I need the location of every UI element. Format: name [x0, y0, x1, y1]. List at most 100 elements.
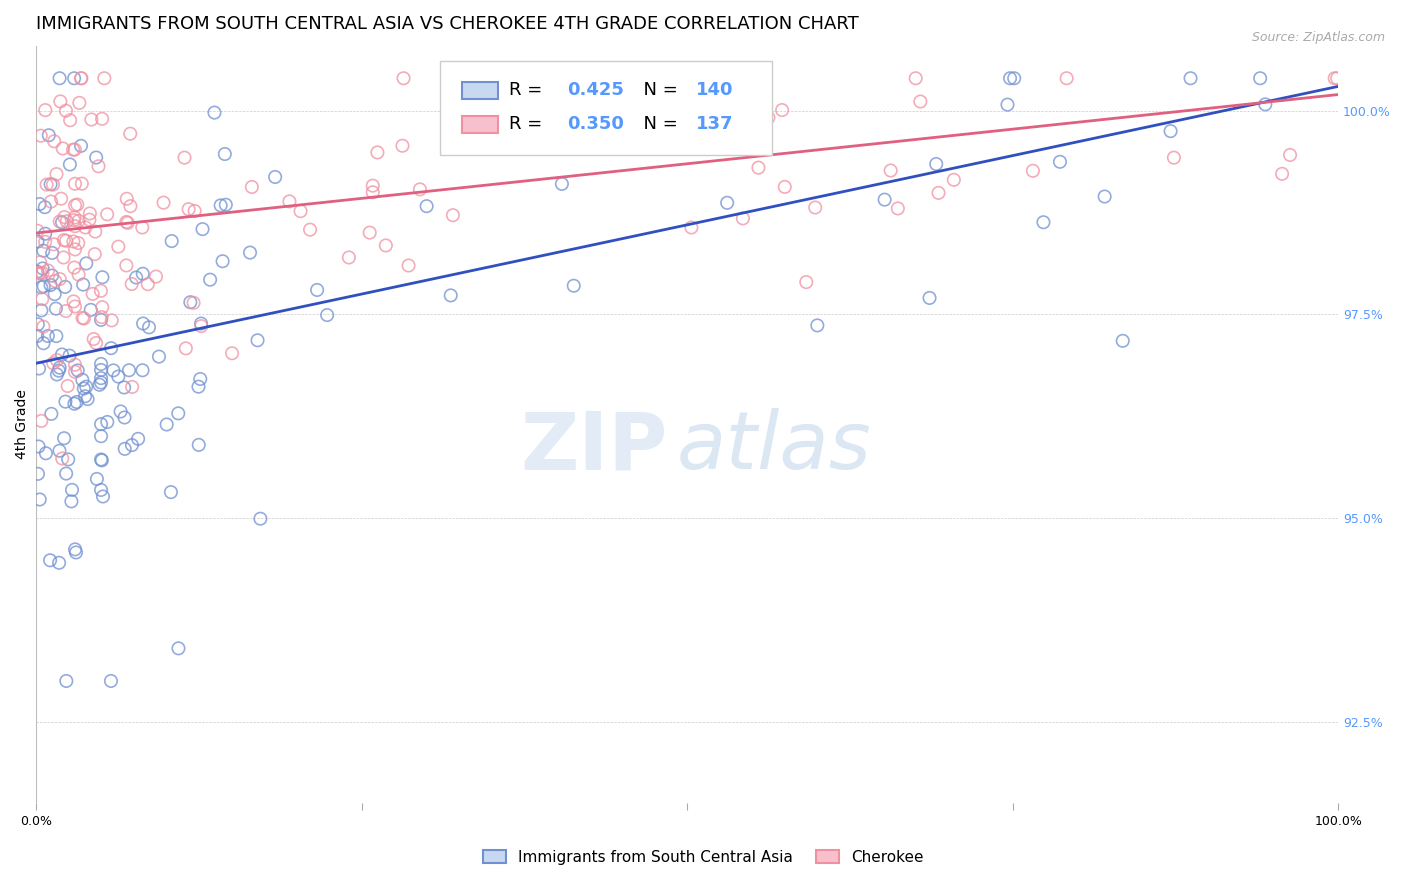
Point — [72, 310, 94, 325]
Text: 137: 137 — [696, 115, 734, 133]
Point — [681, 220, 703, 235]
Point — [278, 194, 301, 209]
Point — [107, 240, 129, 254]
Point — [51, 215, 73, 229]
Point — [93, 71, 115, 86]
Point — [63, 198, 86, 212]
Point — [45, 301, 67, 316]
Point — [1249, 71, 1271, 86]
Point — [42, 237, 65, 252]
Point — [30, 303, 52, 318]
Point — [84, 225, 107, 239]
Point — [132, 317, 155, 331]
Point — [240, 180, 263, 194]
Point — [873, 193, 896, 207]
Point — [100, 341, 122, 355]
Point — [90, 363, 112, 377]
Point — [73, 311, 96, 326]
Point — [359, 226, 381, 240]
Point — [361, 186, 384, 200]
Point — [96, 207, 118, 221]
Point — [675, 87, 697, 102]
Point — [32, 336, 55, 351]
Point — [28, 361, 51, 376]
Point — [198, 273, 221, 287]
Text: 0.350: 0.350 — [567, 115, 624, 133]
Point — [121, 277, 143, 291]
Point — [80, 112, 103, 127]
Point — [63, 365, 86, 379]
Point — [112, 380, 135, 394]
Point — [114, 442, 136, 456]
Point — [58, 349, 80, 363]
Point — [53, 210, 76, 224]
Point — [55, 394, 77, 409]
Point — [290, 204, 312, 219]
Point — [96, 415, 118, 429]
Point — [44, 287, 66, 301]
Point — [773, 180, 796, 194]
Point — [72, 373, 94, 387]
Point — [27, 235, 49, 249]
Point — [60, 483, 83, 497]
Point — [90, 284, 112, 298]
Bar — [461, 82, 498, 99]
Point — [55, 103, 77, 118]
Point — [30, 266, 52, 280]
Point — [138, 320, 160, 334]
Point — [551, 177, 574, 191]
Point — [758, 111, 780, 125]
Point — [53, 280, 76, 294]
Point — [337, 251, 360, 265]
Point — [25, 265, 48, 279]
Point — [66, 363, 89, 377]
Point — [67, 214, 90, 228]
Point — [183, 204, 205, 219]
Point — [41, 268, 63, 283]
Point — [1326, 71, 1348, 86]
Point — [167, 406, 190, 420]
FancyBboxPatch shape — [440, 61, 772, 155]
Point — [27, 267, 49, 281]
Point — [72, 277, 94, 292]
Point — [45, 329, 67, 343]
Point — [686, 71, 709, 86]
Point — [63, 219, 86, 234]
Point — [27, 318, 49, 332]
Point — [578, 71, 600, 86]
Point — [83, 332, 105, 346]
Point — [307, 283, 329, 297]
Point — [927, 186, 949, 200]
Point — [30, 280, 52, 294]
Point — [90, 453, 112, 467]
Point — [409, 182, 432, 196]
Point — [794, 275, 817, 289]
Point — [156, 417, 179, 432]
Point — [131, 220, 153, 235]
Point — [125, 270, 148, 285]
Point — [44, 134, 66, 148]
Point — [1049, 154, 1071, 169]
Point — [62, 143, 84, 157]
Point — [160, 234, 183, 248]
Point — [41, 407, 63, 421]
Point — [41, 246, 63, 260]
Point — [191, 222, 214, 236]
Text: R =: R = — [509, 115, 548, 133]
Point — [35, 178, 58, 192]
Point — [90, 452, 112, 467]
Point — [75, 389, 97, 403]
Legend: Immigrants from South Central Asia, Cherokee: Immigrants from South Central Asia, Cher… — [477, 844, 929, 871]
Point — [879, 163, 901, 178]
Point — [177, 202, 200, 216]
Point — [806, 318, 828, 333]
Point — [1056, 71, 1078, 86]
Point — [167, 641, 190, 656]
Point — [55, 673, 77, 688]
Point — [63, 243, 86, 257]
Point — [48, 556, 70, 570]
Point — [398, 259, 420, 273]
Point — [48, 214, 70, 228]
Point — [925, 157, 948, 171]
Point — [70, 138, 93, 153]
